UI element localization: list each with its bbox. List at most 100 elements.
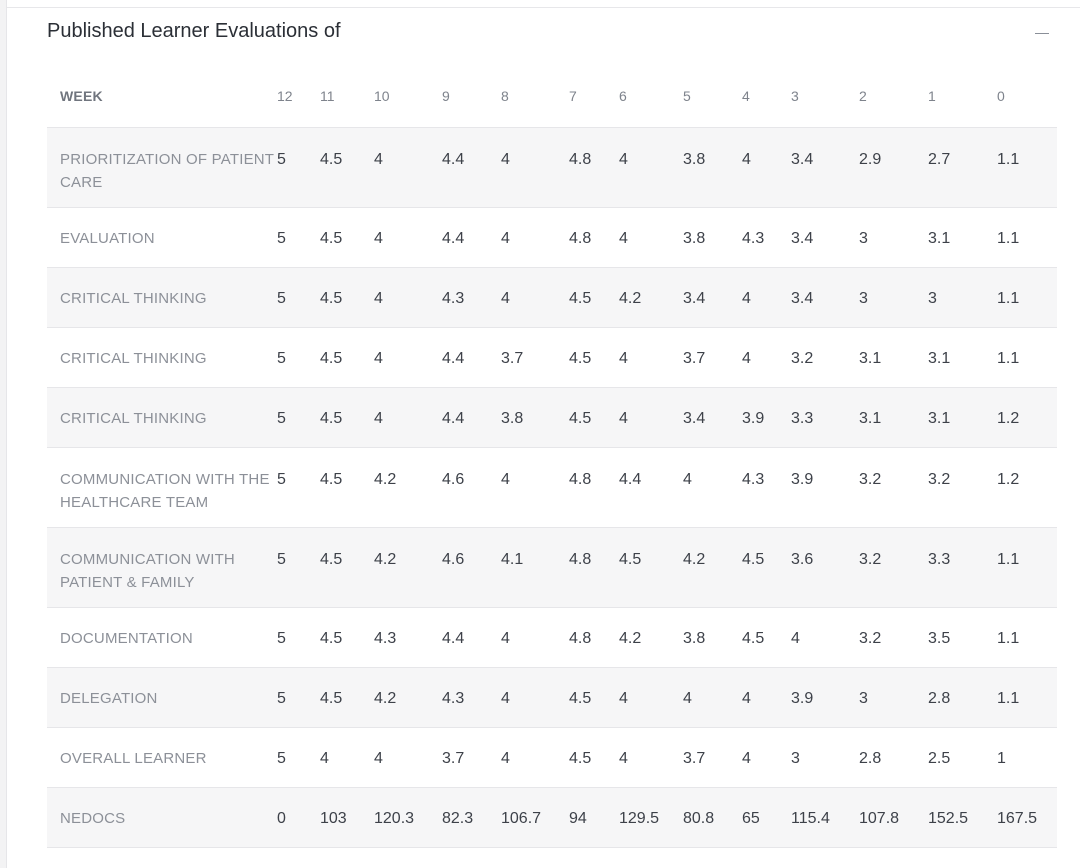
table-cell: 4	[619, 410, 628, 427]
table-cell: 4.3	[742, 230, 765, 247]
week-header-cell[interactable]: 3	[791, 66, 859, 128]
table-cell: 3.5	[928, 630, 951, 647]
table-cell: 4	[374, 230, 383, 247]
table-cell: 3.7	[442, 750, 465, 767]
table-cell: 3.1	[859, 410, 882, 427]
week-header-cell[interactable]: 4	[742, 66, 791, 128]
table-cell: 4.8	[569, 551, 592, 568]
week-column-header: WEEK	[47, 66, 277, 128]
week-header-cell[interactable]: 5	[683, 66, 742, 128]
table-cell: 1.1	[997, 290, 1020, 307]
week-header-cell[interactable]: 11	[320, 66, 374, 128]
week-header-cell[interactable]: 0	[997, 66, 1057, 128]
table-cell: 167.5	[997, 810, 1038, 827]
table-cell: 3.4	[683, 410, 706, 427]
table-cell: 5	[277, 630, 286, 647]
table-cell: 103	[320, 810, 347, 827]
table-cell: 4	[742, 350, 751, 367]
table-row: CRITICAL THINKING 5 4.5 4 4.4 3.8 4.5 4 3.4 3.9 3.…	[47, 387, 1057, 448]
divider	[7, 7, 1080, 8]
table-cell: 5	[277, 690, 286, 707]
table-cell: 4	[619, 151, 628, 168]
table-row: EVALUATION 5 4.5 4 4.4 4 4.8 4 3.8 4.3 3.4 3 3.1 1.1	[47, 208, 1057, 268]
table-cell: 3.4	[791, 290, 814, 307]
table-cell: 2.8	[859, 750, 882, 767]
table-cell: 5	[277, 471, 286, 488]
table-cell: 106.7	[501, 810, 542, 827]
table-cell: 3.1	[928, 410, 951, 427]
table-cell: 3.2	[859, 630, 882, 647]
table-cell: 4	[742, 151, 751, 168]
table-cell: 4	[683, 471, 692, 488]
table-cell: 3.4	[791, 230, 814, 247]
table-cell: 3.3	[928, 551, 951, 568]
table-cell: 3.8	[683, 630, 706, 647]
week-header-row: WEEK 12 11 10 9 8 7 6 5 4 3 2 1 0	[47, 66, 1057, 128]
table-cell: 4	[374, 410, 383, 427]
table-cell: 4.2	[619, 630, 642, 647]
row-label: CRITICAL THINKING	[60, 410, 207, 427]
collapse-button[interactable]	[1027, 22, 1057, 44]
evaluations-table: WEEK 12 11 10 9 8 7 6 5 4 3 2 1 0 PRIORITIZATION OF …	[47, 66, 1057, 848]
table-cell: 1.1	[997, 350, 1020, 367]
row-label: NEDOCS	[60, 810, 126, 827]
table-cell: 1.1	[997, 551, 1020, 568]
table-cell: 4	[791, 630, 800, 647]
week-header-cell[interactable]: 8	[501, 66, 569, 128]
table-cell: 5	[277, 551, 286, 568]
table-cell: 4	[501, 690, 510, 707]
table-cell: 4	[742, 750, 751, 767]
table-cell: 4.5	[569, 350, 592, 367]
table-cell: 3	[859, 290, 868, 307]
table-cell: 4.4	[619, 471, 642, 488]
table-cell: 4.6	[442, 471, 465, 488]
week-header-cell[interactable]: 12	[277, 66, 320, 128]
table-cell: 4	[619, 230, 628, 247]
table-cell: 4.5	[619, 551, 642, 568]
table-cell: 4.2	[619, 290, 642, 307]
table-cell: 3.8	[683, 230, 706, 247]
table-cell: 129.5	[619, 810, 660, 827]
table-cell: 0	[277, 810, 286, 827]
table-cell: 4.4	[442, 230, 465, 247]
row-label: DOCUMENTATION	[60, 630, 193, 647]
week-header-cell[interactable]: 9	[442, 66, 501, 128]
table-cell: 3.7	[683, 350, 706, 367]
week-header-cell[interactable]: 1	[928, 66, 997, 128]
table-cell: 4.3	[374, 630, 397, 647]
panel-title: Published Learner Evaluations of	[47, 20, 341, 42]
table-cell: 4	[374, 151, 383, 168]
table-cell: 4	[374, 750, 383, 767]
table-cell: 5	[277, 290, 286, 307]
week-header-cell[interactable]: 7	[569, 66, 619, 128]
table-cell: 80.8	[683, 810, 715, 827]
table-cell: 82.3	[442, 810, 474, 827]
table-row: COMMUNICATION WITH PATIENT & FAMILY 5 4.5 4…	[47, 527, 1057, 608]
table-cell: 3.7	[501, 350, 524, 367]
week-header-cell[interactable]: 2	[859, 66, 928, 128]
table-cell: 1.1	[997, 690, 1020, 707]
table-cell: 4	[501, 230, 510, 247]
table-cell: 3	[859, 690, 868, 707]
table-cell: 4.5	[320, 350, 343, 367]
table-cell: 3.1	[928, 350, 951, 367]
table-row: NEDOCS 0 103 120.3 82.3 106.7 94 129.5 80.8 65 115…	[47, 787, 1057, 848]
table-cell: 5	[277, 151, 286, 168]
table-cell: 4.6	[442, 551, 465, 568]
table-cell: 1	[997, 750, 1006, 767]
table-cell: 4.2	[374, 471, 397, 488]
table-row: PRIORITIZATION OF PATIENT CARE 5 4.5 4 4.4 4 4…	[47, 127, 1057, 208]
table-row: CRITICAL THINKING 5 4.5 4 4.3 4 4.5 4.2 3.4 4 3.4 3…	[47, 267, 1057, 328]
evaluations-panel: Published Learner Evaluations of WEEK 12…	[6, 0, 1080, 868]
week-header-cell[interactable]: 10	[374, 66, 442, 128]
table-cell: 4.5	[320, 690, 343, 707]
table-cell: 4	[501, 471, 510, 488]
table-cell: 4.5	[320, 290, 343, 307]
table-cell: 4.8	[569, 230, 592, 247]
table-cell: 3	[791, 750, 800, 767]
table-cell: 3.2	[791, 350, 814, 367]
table-cell: 4	[501, 151, 510, 168]
week-header-cell[interactable]: 6	[619, 66, 683, 128]
row-label: COMMUNICATION WITH THE HEALTHCARE TEAM	[60, 471, 270, 511]
table-cell: 3.1	[928, 230, 951, 247]
